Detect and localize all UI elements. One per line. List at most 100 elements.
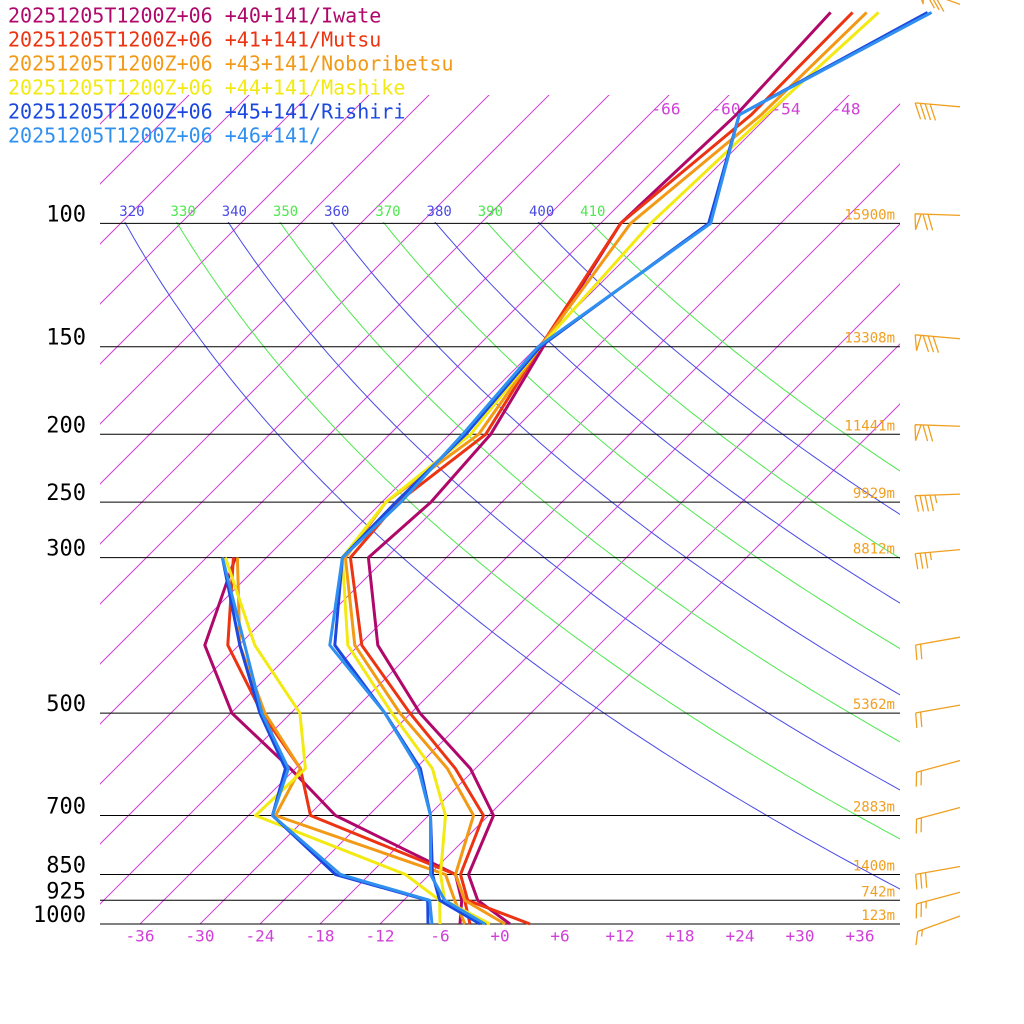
pressure-label: 500 <box>46 692 86 717</box>
x-tick-label: +6 <box>550 927 569 946</box>
theta-label: 360 <box>324 204 349 220</box>
theta-label: 410 <box>580 204 605 220</box>
x-tick-label: +30 <box>786 927 815 946</box>
isotherm <box>139 163 900 924</box>
x-tick-label: -36 <box>126 927 155 946</box>
legend-entry: 20251205T1200Z+06 +46+141/ <box>8 124 321 148</box>
wind-barb <box>914 213 961 231</box>
isotherm <box>259 283 900 924</box>
dry-adiabat <box>330 222 900 696</box>
x-tick-label: -30 <box>186 927 215 946</box>
dry-adiabat <box>434 222 900 604</box>
temperature-profile <box>340 11 880 926</box>
theta-label: 370 <box>375 204 400 220</box>
dry-adiabat <box>124 222 900 890</box>
isotherm <box>100 95 490 485</box>
x-tick-label: +36 <box>846 927 875 946</box>
isotherm <box>100 95 550 545</box>
theta-label: 330 <box>170 204 195 220</box>
isotherm-label: -66 <box>652 100 681 119</box>
x-tick-label: -12 <box>366 927 395 946</box>
dry-adiabat <box>537 222 900 516</box>
isotherm <box>100 103 900 905</box>
isotherm <box>100 95 610 605</box>
dry-adiabat <box>279 222 900 743</box>
dry-adiabat <box>227 222 900 791</box>
temperature-profile <box>328 11 933 926</box>
temperature-profile <box>343 11 868 926</box>
isotherm <box>199 223 900 924</box>
dry-adiabat <box>382 222 900 650</box>
height-label: 15900m <box>844 207 895 223</box>
x-tick-label: +24 <box>726 927 755 946</box>
x-tick-label: +12 <box>606 927 635 946</box>
theta-label: 400 <box>529 204 554 220</box>
theta-label: 380 <box>427 204 452 220</box>
isotherm <box>100 95 430 425</box>
theta-label: 390 <box>478 204 503 220</box>
wind-barb <box>921 0 961 12</box>
wind-barb <box>915 759 961 787</box>
legend-entry: 20251205T1200Z+06 +44+141/Mashike <box>8 76 405 100</box>
theta-label: 320 <box>119 204 144 220</box>
x-tick-label: +18 <box>666 927 695 946</box>
isotherm <box>100 95 250 245</box>
dry-adiabats <box>124 222 900 890</box>
wind-barb <box>914 493 961 512</box>
pressure-label: 200 <box>46 413 86 438</box>
temperature-profile <box>348 11 854 926</box>
wind-barb <box>914 424 961 442</box>
dry-adiabat <box>175 222 900 840</box>
wind-barb <box>915 636 961 661</box>
dry-adiabat <box>485 222 900 559</box>
height-label: 8812m <box>853 542 895 558</box>
wind-barb <box>914 548 961 570</box>
height-label: 742m <box>861 884 895 900</box>
legend-entry: 20251205T1200Z+06 +43+141/Noboribetsu <box>8 52 454 76</box>
x-tick-label: -24 <box>246 927 275 946</box>
wind-barb <box>915 891 961 919</box>
dewpoint-profile <box>220 557 430 925</box>
theta-label: 350 <box>273 204 298 220</box>
wind-barb <box>915 865 961 890</box>
pressure-label: 1000 <box>33 903 86 928</box>
wind-barb <box>915 915 961 946</box>
isotherm <box>319 343 900 924</box>
pressure-label: 150 <box>46 326 86 351</box>
isotherm <box>100 95 730 725</box>
isotherm-label: -60 <box>712 100 741 119</box>
pressure-label: 300 <box>46 537 86 562</box>
pressure-label: 925 <box>46 879 86 904</box>
x-tick-label: +0 <box>490 927 509 946</box>
legend-entry: 20251205T1200Z+06 +40+141/Iwate <box>8 4 381 28</box>
legend-entry: 20251205T1200Z+06 +45+141/Rishiri <box>8 100 405 124</box>
isotherm <box>379 403 900 924</box>
wind-barb <box>915 806 961 834</box>
wind-barb <box>914 102 961 121</box>
isotherm <box>100 95 190 185</box>
dewpoint-profile <box>203 557 464 925</box>
pressure-label: 100 <box>46 202 86 227</box>
x-tick-label: -18 <box>306 927 335 946</box>
legend-entry: 20251205T1200Z+06 +41+141/Mutsu <box>8 28 381 52</box>
pressure-label: 250 <box>46 481 86 506</box>
height-label: 5362m <box>853 697 895 713</box>
isotherms <box>100 95 900 924</box>
pressure-label: 700 <box>46 794 86 819</box>
isotherm <box>100 95 850 845</box>
x-tick-label: -6 <box>430 927 449 946</box>
height-label: 9929m <box>853 486 895 502</box>
wind-barb <box>914 334 961 353</box>
height-label: 123m <box>861 908 895 924</box>
pressure-label: 850 <box>46 854 86 879</box>
dewpoint-profile <box>220 557 434 925</box>
isotherm <box>100 95 670 665</box>
wind-barb <box>915 704 961 729</box>
isotherm-label: -48 <box>832 100 861 119</box>
height-label: 2883m <box>853 799 895 815</box>
height-label: 1400m <box>853 859 895 875</box>
isotherm <box>100 95 310 305</box>
